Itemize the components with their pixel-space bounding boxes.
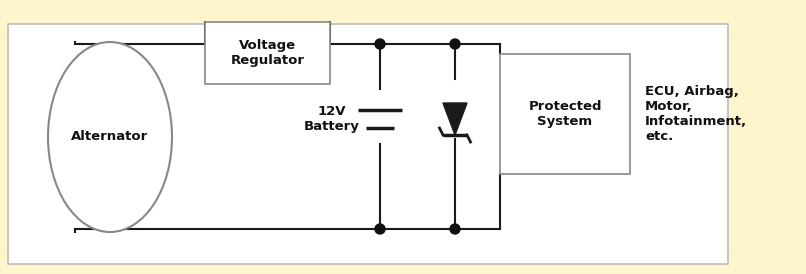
Text: Alternator: Alternator	[72, 130, 148, 144]
Text: 12V
Battery: 12V Battery	[304, 105, 360, 133]
Circle shape	[450, 39, 460, 49]
Ellipse shape	[48, 42, 172, 232]
Text: Protected
System: Protected System	[528, 100, 602, 128]
Bar	[8, 24, 728, 264]
Circle shape	[375, 224, 385, 234]
Text: ECU, Airbag,
Motor,
Infotainment,
etc.: ECU, Airbag, Motor, Infotainment, etc.	[645, 85, 747, 143]
Bar	[205, 22, 330, 84]
Circle shape	[450, 224, 460, 234]
Bar	[500, 54, 630, 174]
Text: Voltage
Regulator: Voltage Regulator	[231, 39, 305, 67]
Circle shape	[375, 39, 385, 49]
Polygon shape	[443, 103, 467, 135]
